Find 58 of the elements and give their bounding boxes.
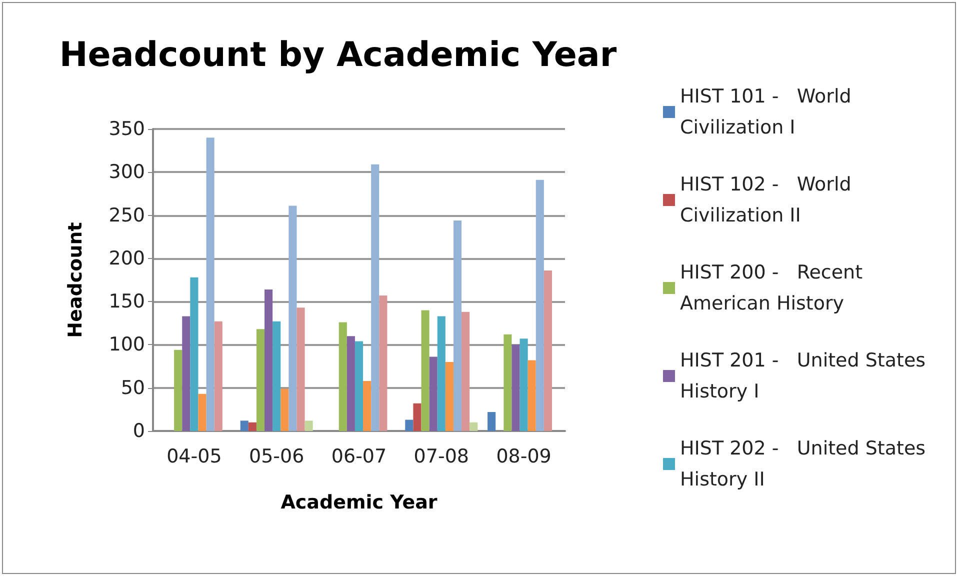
x-tick-label: 05-06 xyxy=(248,446,304,468)
bar xyxy=(512,344,520,431)
y-tick-label: 350 xyxy=(108,118,145,140)
y-tick-label: 100 xyxy=(108,334,145,356)
bar xyxy=(296,308,305,431)
bar xyxy=(405,420,414,431)
bar xyxy=(453,220,462,431)
y-tick-label: 250 xyxy=(108,204,145,226)
bar xyxy=(264,289,273,431)
bar xyxy=(504,334,512,431)
bar xyxy=(371,164,380,431)
bar xyxy=(338,322,347,431)
legend-label: HIST 202 - United States History II xyxy=(680,438,932,490)
y-tick-label: 300 xyxy=(108,161,145,184)
legend-label: HIST 201 - United States History I xyxy=(680,350,932,402)
bar xyxy=(520,338,528,431)
bar xyxy=(413,403,422,431)
bar xyxy=(272,321,281,431)
bar xyxy=(174,350,182,431)
legend-label: HIST 102 - World Civilization II xyxy=(680,174,858,226)
bar xyxy=(536,180,544,431)
bar xyxy=(544,270,552,431)
bar xyxy=(198,394,206,431)
bar xyxy=(206,138,214,431)
bar xyxy=(429,356,438,431)
bar xyxy=(470,422,478,431)
x-tick-label: 08-09 xyxy=(496,446,552,468)
bar xyxy=(248,422,256,431)
legend-label: HIST 200 - Recent American History xyxy=(680,262,869,314)
bar xyxy=(182,316,190,431)
bar xyxy=(462,312,470,431)
bar xyxy=(280,388,289,431)
bar xyxy=(437,316,446,431)
bar xyxy=(363,380,372,431)
bar xyxy=(240,420,248,431)
bar xyxy=(256,329,265,431)
bar xyxy=(354,341,364,431)
y-axis-title: Headcount xyxy=(64,222,86,338)
bar xyxy=(488,412,496,431)
chart-title: Headcount by Academic Year xyxy=(59,35,617,75)
x-tick-label: 07-08 xyxy=(414,446,470,468)
bar xyxy=(346,336,355,431)
bar xyxy=(190,277,198,431)
bar xyxy=(288,206,297,431)
x-axis-title: Academic Year xyxy=(280,492,438,514)
bar xyxy=(379,296,388,431)
y-tick-label: 0 xyxy=(132,420,145,442)
x-tick-label: 06-07 xyxy=(331,446,387,468)
y-tick-label: 50 xyxy=(120,376,145,399)
bar xyxy=(421,310,430,431)
bar xyxy=(304,420,313,431)
bar xyxy=(528,360,536,431)
bar xyxy=(445,362,454,431)
y-tick-label: 150 xyxy=(108,290,145,313)
bar xyxy=(214,321,222,431)
legend-label: HIST 101 - World Civilization I xyxy=(680,86,858,138)
y-tick-label: 200 xyxy=(108,247,145,270)
x-tick-label: 04-05 xyxy=(166,446,222,468)
